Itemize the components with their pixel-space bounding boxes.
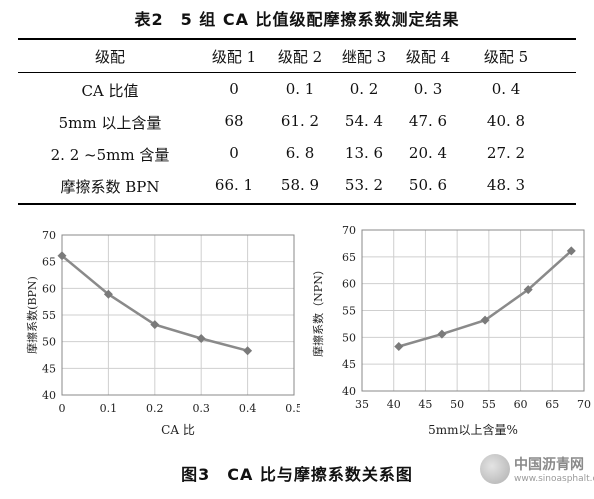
y-tick-label: 55 bbox=[342, 305, 356, 318]
table-cell: 0. 4 bbox=[491, 80, 521, 98]
table-bottom-rule bbox=[18, 203, 576, 205]
table-cell: 0. 2 bbox=[349, 80, 379, 98]
table-cell: 27. 2 bbox=[486, 144, 526, 162]
y-tick-label: 45 bbox=[342, 358, 356, 371]
x-tick-label: 0.4 bbox=[239, 402, 257, 415]
table-cell: 0. 1 bbox=[285, 80, 315, 98]
y-tick-label: 50 bbox=[342, 331, 356, 344]
y-tick-label: 55 bbox=[42, 309, 56, 322]
y-axis-label: 摩擦系数（NPN） bbox=[311, 264, 325, 357]
table-cell: 58. 9 bbox=[280, 176, 320, 194]
table-row-label: 摩擦系数 BPN bbox=[60, 178, 160, 196]
data-point-marker bbox=[523, 285, 533, 295]
table-header-cell: 继配 3 bbox=[341, 48, 387, 66]
x-tick-label: 50 bbox=[450, 398, 464, 411]
table-cell: 13. 6 bbox=[344, 144, 384, 162]
x-axis-label: CA 比 bbox=[161, 423, 195, 437]
data-point-marker bbox=[437, 329, 447, 339]
figure-caption: 图3 CA 比与摩擦系数关系图 bbox=[181, 465, 413, 484]
table-cell: 0 bbox=[229, 144, 239, 162]
table-cell: 40. 8 bbox=[486, 112, 526, 130]
table-top-rule bbox=[18, 38, 576, 40]
data-point-marker bbox=[243, 346, 253, 356]
x-axis-label: 5mm以上含量% bbox=[428, 422, 518, 437]
y-tick-label: 60 bbox=[342, 278, 356, 291]
series-line bbox=[398, 249, 573, 348]
table-header-cell: 级配 2 bbox=[277, 48, 323, 66]
plot-frame bbox=[361, 229, 585, 392]
table-cell: 53. 2 bbox=[344, 176, 384, 194]
data-point-marker bbox=[150, 320, 160, 330]
y-tick-label: 45 bbox=[42, 362, 56, 375]
data-point-marker bbox=[566, 246, 576, 256]
table-cell: 6. 8 bbox=[285, 144, 315, 162]
table-header-cell: 级配 bbox=[94, 48, 125, 66]
table-cell: 0. 3 bbox=[413, 80, 443, 98]
table-row-label: CA 比值 bbox=[81, 82, 139, 100]
table-cell: 0 bbox=[229, 80, 239, 98]
table-cell: 20. 4 bbox=[408, 144, 448, 162]
table-cell: 48. 3 bbox=[486, 176, 526, 194]
x-tick-label: 0.2 bbox=[146, 402, 164, 415]
x-tick-label: 55 bbox=[482, 398, 496, 411]
y-tick-label: 70 bbox=[42, 229, 56, 242]
table-title: 表2 5 组 CA 比值级配摩擦系数测定结果 bbox=[134, 10, 460, 29]
table-row-label: 5mm 以上含量 bbox=[58, 114, 162, 132]
table-cell: 47. 6 bbox=[408, 112, 448, 130]
y-tick-label: 40 bbox=[42, 389, 56, 402]
y-axis-label: 摩擦系数(BPN) bbox=[25, 276, 39, 354]
table-cell: 50. 6 bbox=[408, 176, 448, 194]
x-tick-label: 40 bbox=[387, 398, 401, 411]
x-tick-label: 65 bbox=[545, 398, 559, 411]
table-header-rule bbox=[18, 72, 576, 73]
y-tick-label: 70 bbox=[342, 224, 356, 237]
plot-frame bbox=[61, 234, 295, 396]
data-point-marker bbox=[103, 289, 113, 299]
table-row-label: 2. 2 ~5mm 含量 bbox=[50, 146, 170, 164]
y-tick-label: 60 bbox=[42, 282, 56, 295]
data-point-marker bbox=[57, 251, 67, 261]
x-tick-label: 0.5 bbox=[285, 402, 300, 415]
y-tick-label: 50 bbox=[42, 336, 56, 349]
x-tick-label: 70 bbox=[577, 398, 591, 411]
x-tick-label: 35 bbox=[355, 398, 369, 411]
table-cell: 61. 2 bbox=[280, 112, 320, 130]
watermark-logo: 中国沥青网 www.sinoasphalt.com bbox=[480, 450, 594, 492]
x-tick-label: 0.3 bbox=[192, 402, 210, 415]
data-point-marker bbox=[480, 315, 490, 325]
table-header-cell: 级配 1 bbox=[211, 48, 257, 66]
x-tick-label: 60 bbox=[514, 398, 528, 411]
y-tick-label: 40 bbox=[342, 385, 356, 398]
table-cell: 54. 4 bbox=[344, 112, 384, 130]
y-tick-label: 65 bbox=[342, 251, 356, 264]
watermark-url: www.sinoasphalt.com bbox=[514, 474, 594, 484]
asphalt-logo-icon bbox=[480, 454, 510, 484]
x-tick-label: 0 bbox=[59, 402, 66, 415]
x-tick-label: 0.1 bbox=[100, 402, 118, 415]
data-point-marker bbox=[394, 341, 404, 351]
table-header-cell: 级配 4 bbox=[405, 48, 451, 66]
watermark-name: 中国沥青网 bbox=[514, 457, 584, 473]
table-header-cell: 级配 5 bbox=[483, 48, 529, 66]
y-tick-label: 65 bbox=[42, 256, 56, 269]
data-point-marker bbox=[196, 333, 206, 343]
chart-ca-ratio-vs-bpn: 40 45 50 55 60 65 70 0 0.1 0.2 0.3 0.4 0.5 CA 比 摩擦系数(B… bbox=[25, 229, 300, 437]
table-cell: 66. 1 bbox=[214, 176, 254, 194]
table-cell: 68 bbox=[224, 112, 244, 130]
x-tick-label: 45 bbox=[418, 398, 432, 411]
